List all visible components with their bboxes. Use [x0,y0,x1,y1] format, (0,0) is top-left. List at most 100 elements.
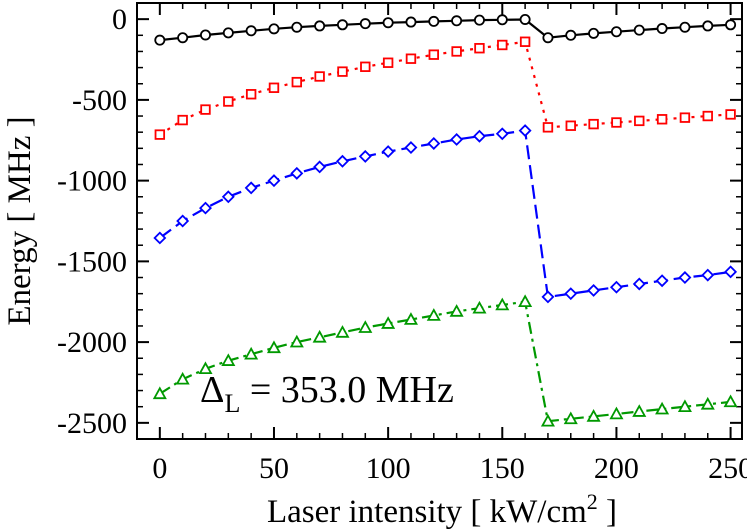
data-point [655,401,670,415]
data-point [450,132,464,146]
series-black-circles [154,13,737,46]
data-point [313,160,327,174]
data-point [451,15,463,27]
data-point [677,399,692,413]
x-tick-label: 50 [259,452,289,485]
data-point [565,120,576,131]
data-point [335,325,350,338]
data-point [245,25,257,37]
y-tick-label: -1500 [57,245,127,278]
data-point [267,174,281,188]
data-point [449,304,464,317]
data-point [312,329,327,343]
data-point [221,353,236,366]
data-point [724,265,738,279]
data-point [381,145,395,159]
y-tick-label: -2500 [57,407,127,440]
data-point [518,124,532,138]
data-point [587,283,601,297]
data-point [472,300,487,314]
data-point [472,129,486,143]
data-point [679,112,691,123]
data-point [405,53,417,64]
data-point [474,43,485,54]
data-point [289,334,304,348]
x-tick-label: 0 [152,452,167,485]
data-point [337,66,348,77]
data-point [403,312,418,325]
series-green-triangles [152,294,738,427]
data-point [199,201,212,215]
data-point [244,346,259,360]
data-point [611,117,622,128]
series-line [159,40,731,136]
y-tick-label: -500 [72,84,127,117]
data-point [175,371,190,385]
axis-ticks [137,3,742,439]
data-point [314,71,325,82]
plot-frame [136,2,743,440]
data-point [632,404,647,417]
data-point [358,149,372,163]
data-point [542,32,554,44]
series-line [159,18,731,42]
data-point [540,413,555,427]
data-point [656,114,668,125]
data-point [632,277,646,291]
data-point [702,110,713,122]
delta-annotation: ΔL = 353.0 MHz [200,369,454,418]
data-point [381,316,396,329]
data-point [565,29,577,41]
data-point [291,21,303,33]
data-point [655,274,669,288]
data-point [701,268,715,282]
data-point [336,19,348,31]
data-point [382,17,394,29]
data-point [609,406,624,420]
data-point [588,27,600,39]
data-point [519,36,531,47]
data-point [404,141,418,154]
data-point [223,96,234,107]
series-line [159,129,731,299]
data-point [609,280,623,294]
data-point [177,32,189,44]
data-point [359,18,371,30]
tick-labels: 0 50 100 150 200 250 0 -500 -1000 -1500 -2000 -2500 [57,3,747,485]
data-point [656,23,668,35]
y-tick-label: -2000 [57,326,127,359]
data-point [473,14,485,26]
x-axis-label: Laser intensity [ kW/cm2 ] [267,489,617,530]
y-axis-label: Energy [ MHz ] [2,116,38,325]
data-point [266,340,282,354]
data-point [405,16,417,28]
series-layer [152,13,738,427]
data-point [152,386,167,400]
series-line [159,300,731,423]
data-point [382,57,394,68]
data-point [497,39,508,51]
data-point [725,109,736,120]
data-point [426,308,441,321]
data-point [495,297,510,311]
data-point [176,214,190,228]
data-point [519,13,531,25]
data-point [358,320,373,333]
data-point [542,122,554,133]
data-point [702,20,714,32]
data-point [541,290,555,304]
data-point [200,104,211,115]
y-tick-label: 0 [112,3,127,36]
data-point [678,271,692,284]
data-point [634,115,645,127]
data-point [222,27,234,39]
data-point [154,129,166,140]
data-point [177,114,188,126]
data-point [221,190,235,204]
data-point [633,24,645,36]
data-point [451,46,462,57]
data-point [335,154,349,168]
x-tick-label: 150 [480,452,525,485]
data-point [428,49,439,60]
